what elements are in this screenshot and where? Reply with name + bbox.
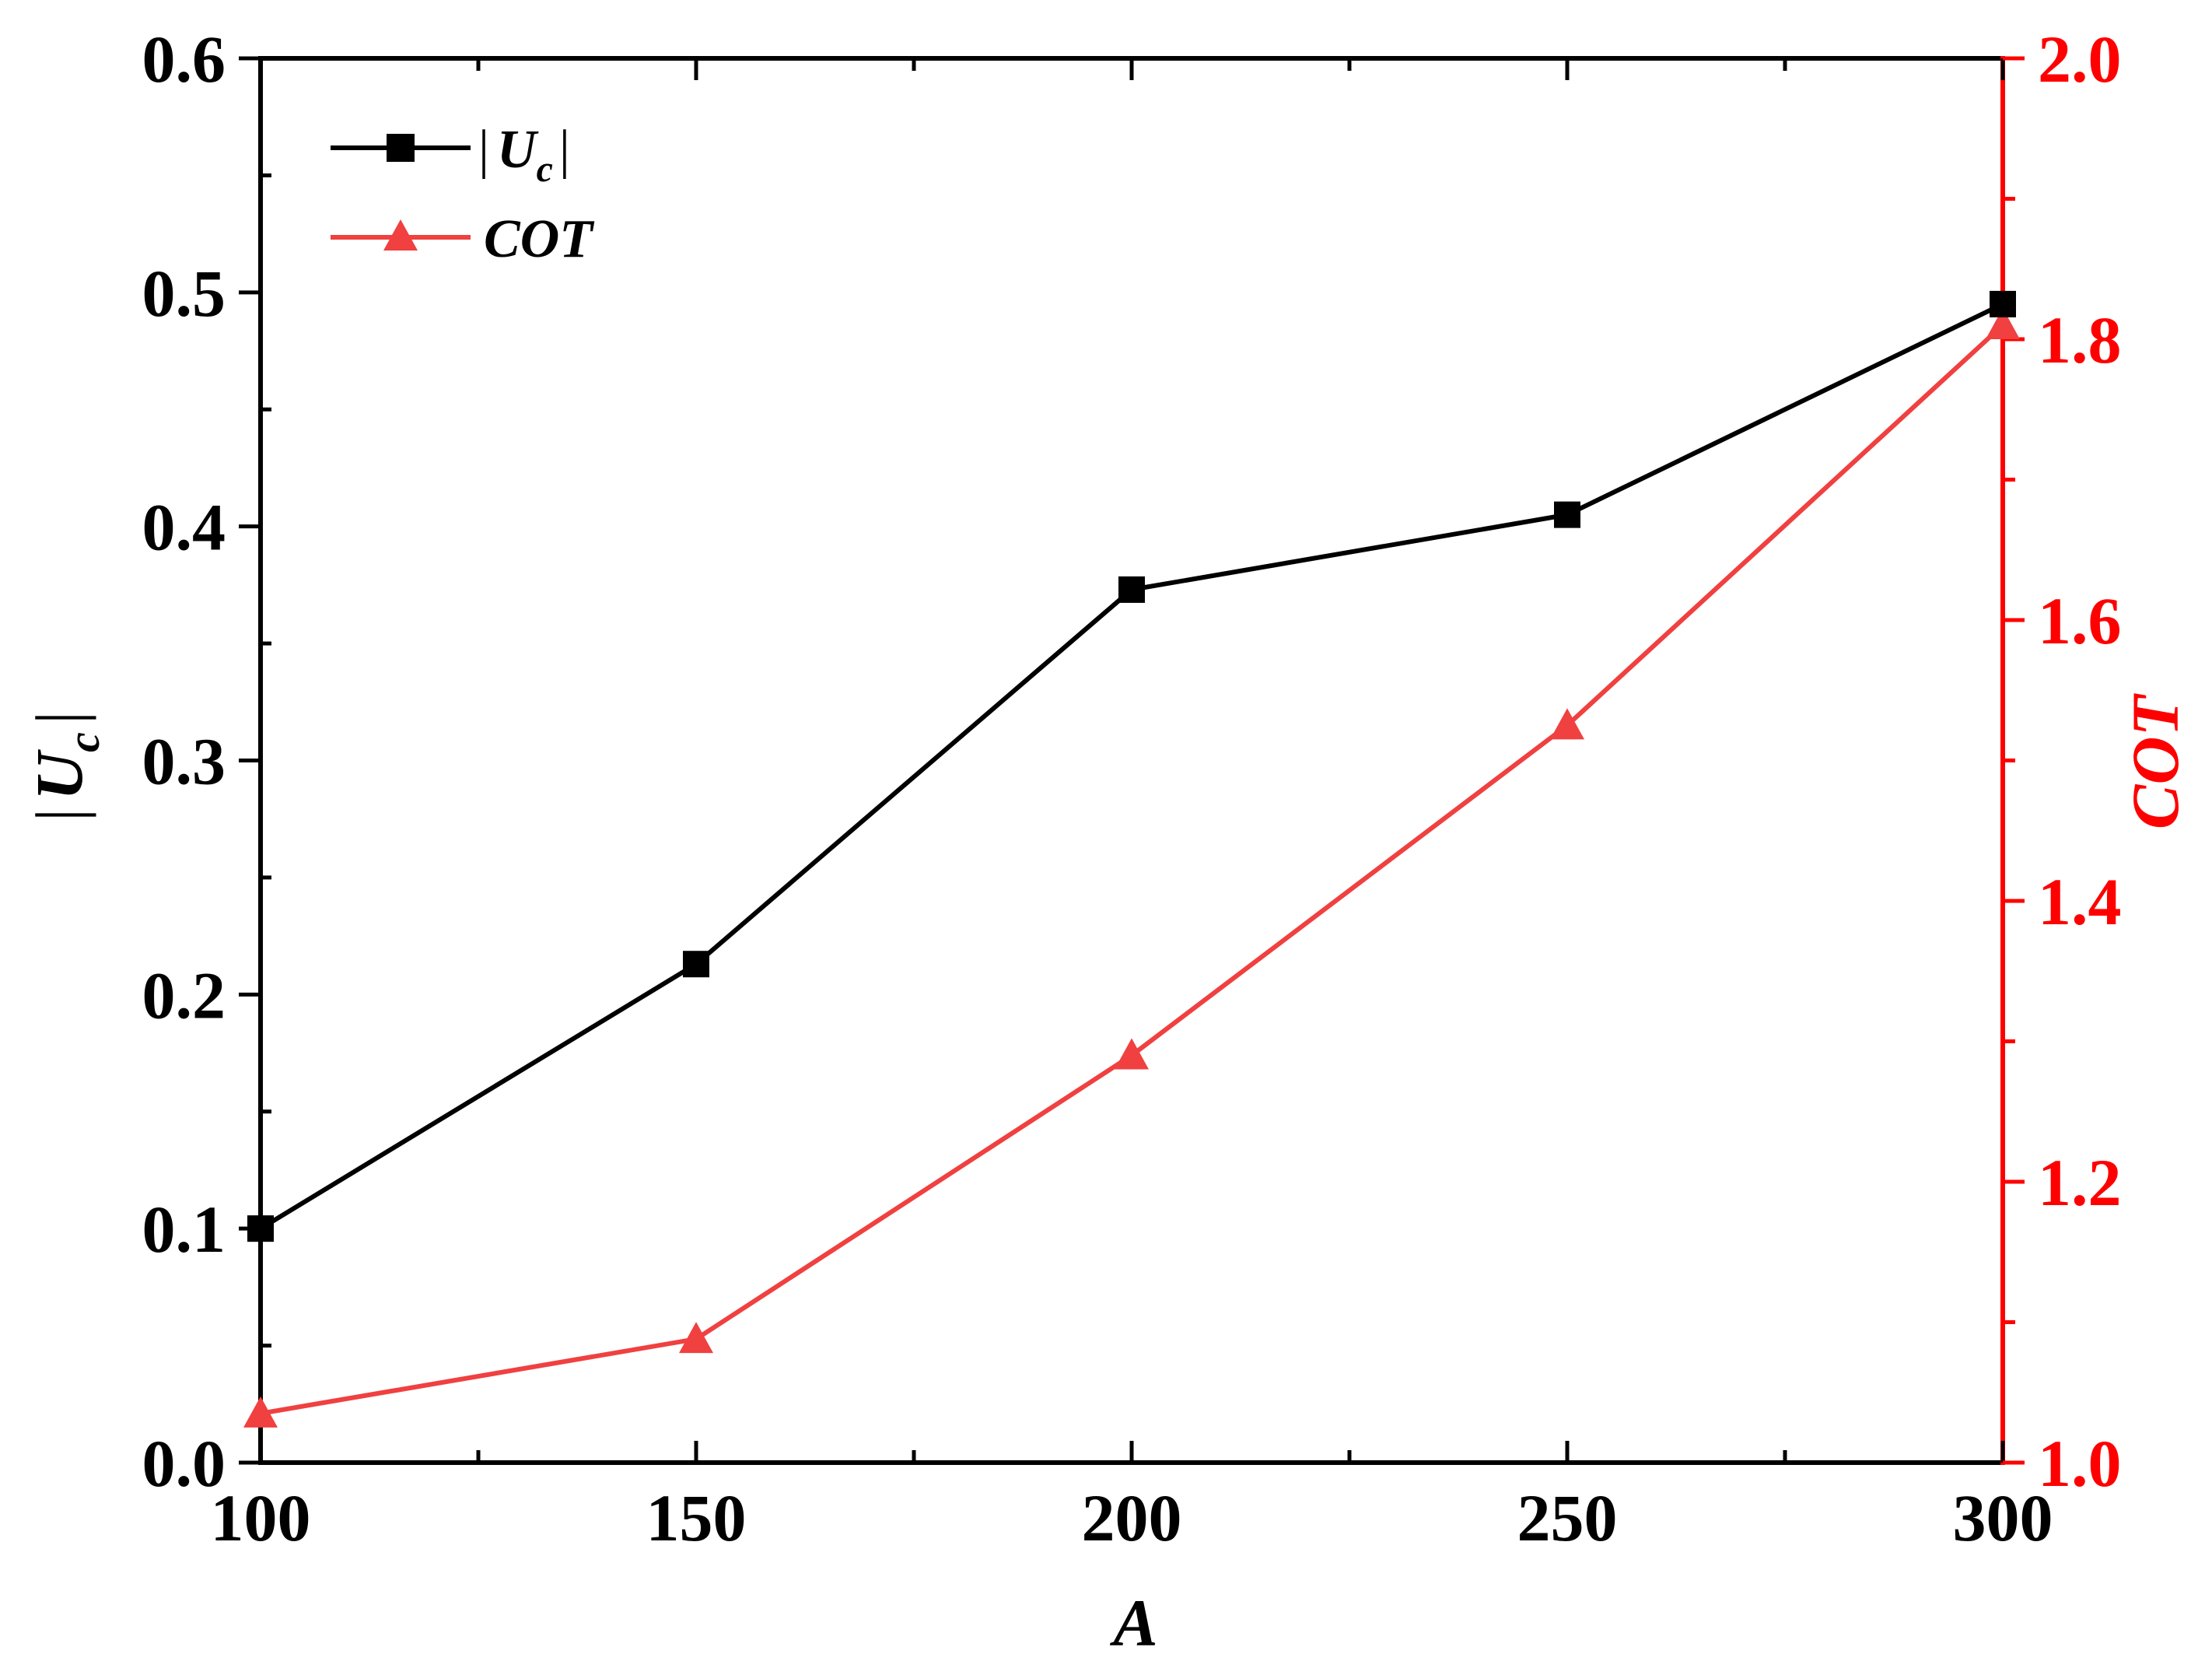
x-tick-label: 250	[1517, 1481, 1618, 1555]
left-y-tick-label: 0.6	[142, 22, 226, 96]
legend-cot-label: COT	[484, 209, 595, 269]
left-y-tick-label: 0.3	[142, 724, 226, 799]
x-axis-title: A	[1109, 1586, 1157, 1660]
left-y-tick-label: 0.2	[142, 958, 226, 1032]
left-y-tick-label: 0.5	[142, 256, 226, 331]
x-axis: 100 150 200 250 300	[211, 58, 2053, 1555]
legend: | Uc | COT	[331, 120, 595, 269]
right-y-tick-label: 2.0	[2038, 22, 2122, 96]
legend-cot-marker	[383, 219, 418, 251]
left-y-axis-title: |Uc|	[22, 711, 109, 822]
right-y-axis: 1.0 1.2 1.4 1.6 1.8 2.0	[2003, 22, 2122, 1501]
left-y-tick-label: 0.0	[142, 1426, 226, 1501]
series-layer	[243, 290, 2020, 1428]
x-tick-label: 100	[211, 1481, 311, 1555]
right-y-tick-label: 1.6	[2038, 583, 2122, 658]
series-cot-point	[1986, 307, 2020, 339]
right-y-axis-title: COT	[2118, 693, 2193, 829]
series-cot-point	[1115, 1038, 1149, 1070]
right-y-tick-label: 1.0	[2038, 1426, 2122, 1501]
right-y-tick-label: 1.8	[2038, 303, 2122, 377]
legend-uc-label: | Uc |	[478, 120, 570, 190]
series-cot-point	[1550, 708, 1584, 740]
legend-uc-marker	[387, 134, 415, 162]
series-uc-point	[683, 951, 709, 978]
series-cot-point	[679, 1322, 713, 1354]
right-y-tick-label: 1.2	[2038, 1145, 2122, 1220]
series-uc-point	[1118, 576, 1145, 603]
series-cot-point	[243, 1396, 278, 1428]
right-y-tick-label: 1.4	[2038, 864, 2122, 939]
left-y-tick-label: 0.1	[142, 1192, 226, 1267]
series-cot-line	[260, 323, 2005, 1416]
x-tick-label: 150	[646, 1481, 747, 1555]
series-uc-point	[1990, 290, 2016, 317]
series-uc-point	[247, 1215, 274, 1242]
left-y-axis: 0.0 0.1 0.2 0.3 0.4 0.5 0.6	[142, 22, 271, 1501]
x-tick-label: 300	[1953, 1481, 2053, 1555]
x-tick-label: 200	[1082, 1481, 1182, 1555]
left-y-tick-label: 0.4	[142, 490, 226, 565]
series-uc-point	[1554, 501, 1580, 528]
series-uc-line	[259, 302, 2004, 1231]
